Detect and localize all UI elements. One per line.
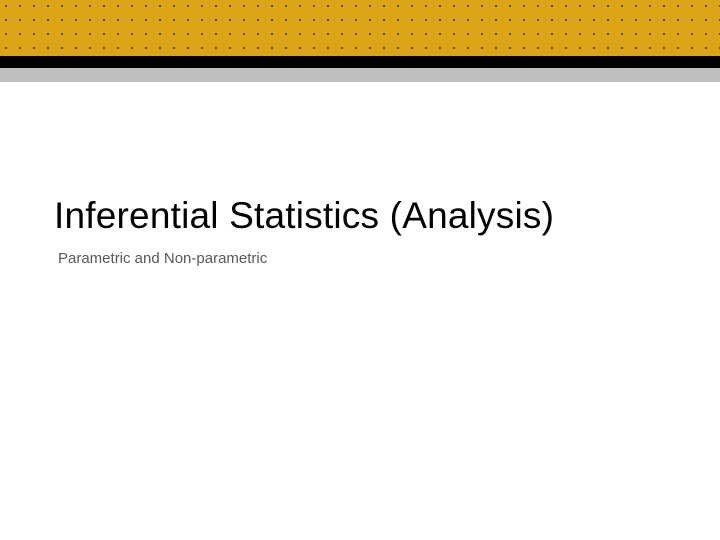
slide-subtitle: Parametric and Non-parametric: [58, 250, 267, 267]
black-bar: [0, 56, 720, 68]
dotted-strip: [0, 0, 720, 56]
slide-title: Inferential Statistics (Analysis): [54, 195, 554, 237]
slide: Inferential Statistics (Analysis) Parame…: [0, 0, 720, 540]
gray-bar: [0, 68, 720, 82]
header-band: [0, 0, 720, 82]
